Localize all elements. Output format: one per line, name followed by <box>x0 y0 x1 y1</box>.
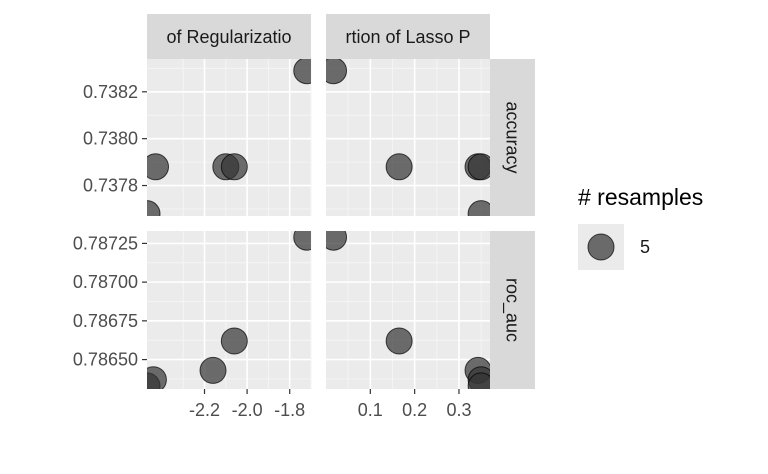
panel-points <box>326 231 490 389</box>
row-strip-1 <box>490 59 535 216</box>
row-strip-2 <box>490 231 535 389</box>
data-point <box>467 153 490 181</box>
y-tick-label: 0.7382 <box>83 82 138 102</box>
data-point <box>147 366 167 389</box>
data-point <box>147 200 161 216</box>
facet-label-1: of Regularizatio <box>166 27 291 47</box>
y-tick-label: 0.7380 <box>83 129 138 149</box>
data-point <box>326 231 348 251</box>
y-tick-label: 0.7378 <box>83 176 138 196</box>
panels-layer: of Regularizatio rtion of Lasso P accuracy… <box>73 14 535 420</box>
panel-points <box>326 59 490 216</box>
x-tick-label: 0.1 <box>358 400 383 420</box>
x-tick-label: 0.2 <box>402 400 427 420</box>
panel-points <box>147 231 311 389</box>
data-point <box>467 200 490 216</box>
data-point <box>199 356 227 384</box>
data-point <box>326 59 348 85</box>
facet-strip-1 <box>147 14 311 59</box>
legend: # resamples 5 <box>578 184 703 270</box>
data-point <box>293 59 311 85</box>
panel-background <box>147 231 311 389</box>
data-point <box>385 153 413 181</box>
data-point <box>147 153 170 181</box>
legend-entry-label: 5 <box>640 237 650 257</box>
data-point <box>467 372 490 389</box>
y-tick-label: 0.78675 <box>73 311 138 331</box>
data-point <box>220 327 248 355</box>
panel-points <box>147 59 311 216</box>
x-tick-label: -2.0 <box>232 400 263 420</box>
y-tick-label: 0.78700 <box>73 272 138 292</box>
panel-background <box>326 59 490 216</box>
x-tick-label: -1.8 <box>274 400 305 420</box>
row-label-roc_auc: roc_auc <box>502 278 523 342</box>
legend-title: # resamples <box>578 184 703 210</box>
facet-label-2: rtion of Lasso P <box>345 27 470 47</box>
facet-strip-2 <box>326 14 490 59</box>
data-point <box>293 231 311 251</box>
data-point <box>385 327 413 355</box>
panel-background <box>147 59 311 216</box>
x-tick-label: -2.2 <box>189 400 220 420</box>
row-label-accuracy: accuracy <box>503 101 523 173</box>
y-tick-label: 0.78725 <box>73 233 138 253</box>
data-point <box>220 153 248 181</box>
x-tick-label: 0.3 <box>446 400 471 420</box>
legend-key-point <box>587 233 615 261</box>
panel-background <box>326 231 490 389</box>
y-tick-label: 0.78650 <box>73 350 138 370</box>
